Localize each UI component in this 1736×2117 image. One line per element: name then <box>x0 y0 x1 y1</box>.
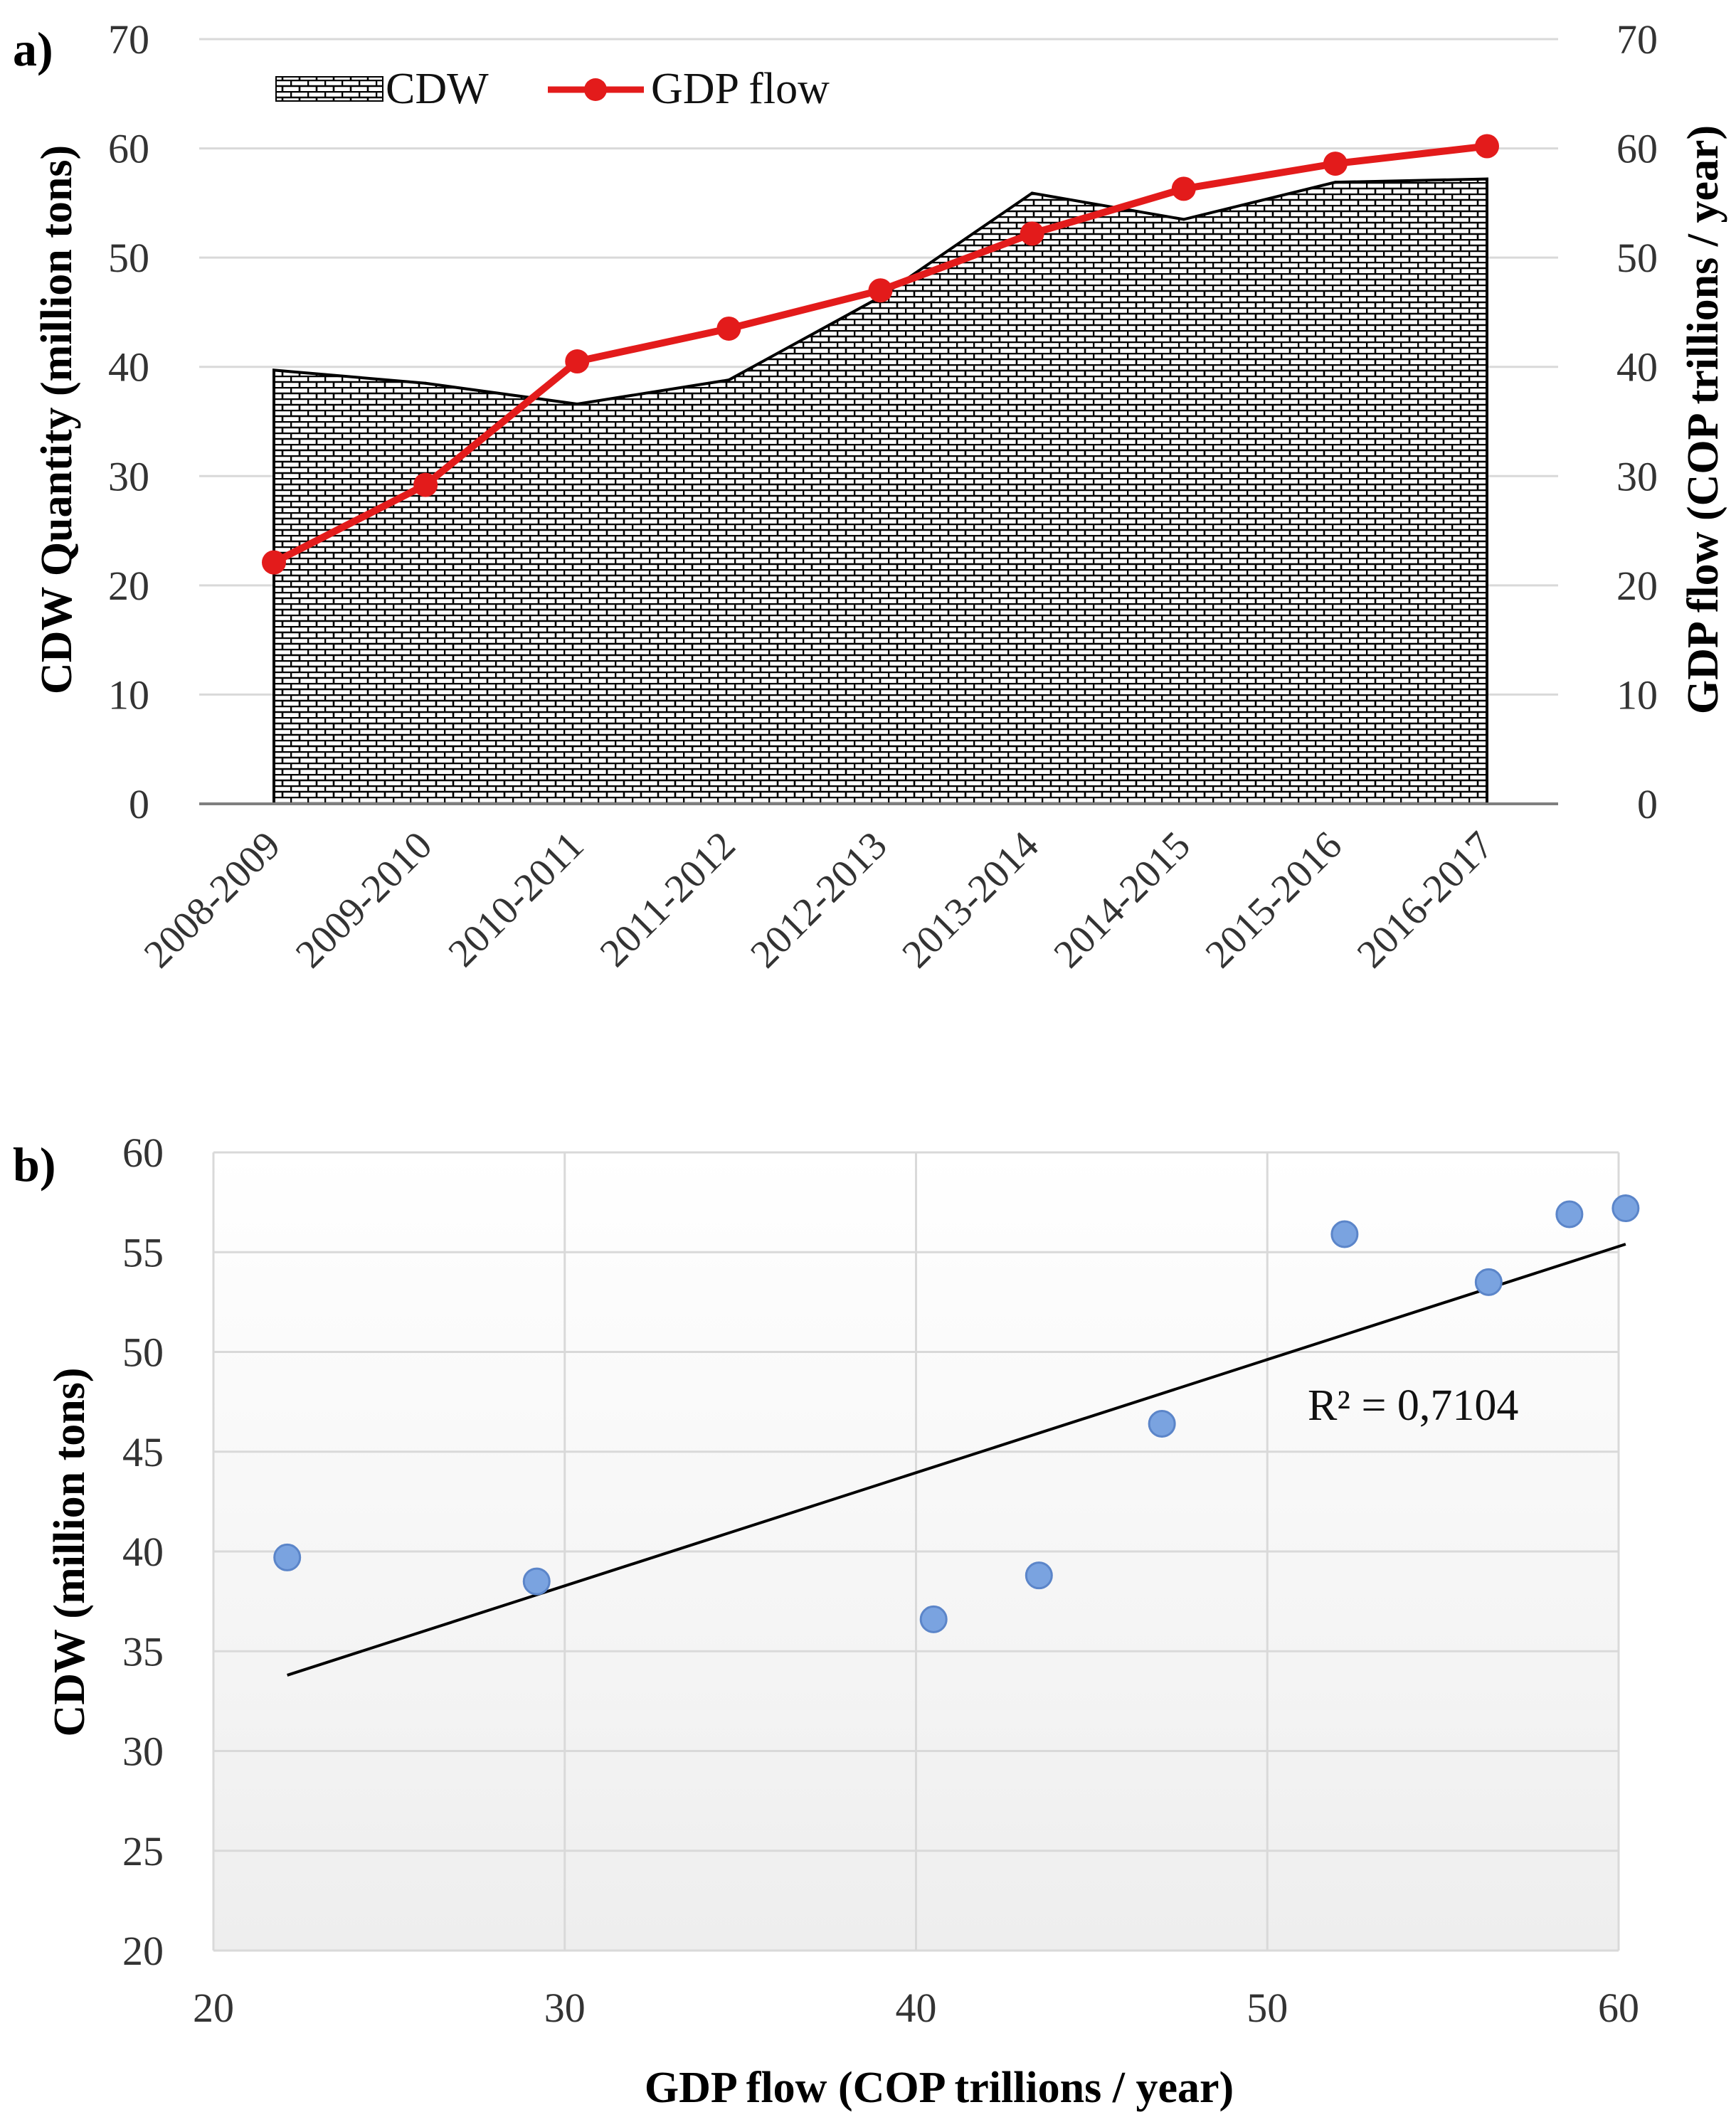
panel-a-right-y-axis-title: GDP flow (COP trillions / year) <box>1679 125 1727 714</box>
cdw-point-2015-2016 <box>1333 181 1337 184</box>
x-tick-2016-2017: 2016-2017 <box>1349 823 1502 976</box>
left-y-tick-60: 60 <box>108 126 149 172</box>
x-tick-2011-2012: 2011-2012 <box>592 823 744 975</box>
left-y-tick-40: 40 <box>108 344 149 391</box>
scatter-point-7 <box>1474 1268 1503 1296</box>
legend-cdw-label: CDW <box>386 65 489 113</box>
scatter-point-3 <box>919 1605 948 1633</box>
gdp-flow-line-series <box>262 134 1499 575</box>
right-y-tick-10: 10 <box>1616 672 1658 718</box>
b-y-tick-30: 30 <box>122 1729 164 1775</box>
panel-b-x-axis-title: GDP flow (COP trillions / year) <box>645 2064 1234 2112</box>
linear-trendline <box>287 1243 1626 1677</box>
cdw-point-2016-2017 <box>1486 177 1488 181</box>
cdw-point-2011-2012 <box>727 378 731 382</box>
b-y-tick-45: 45 <box>122 1429 164 1475</box>
cdw-area-shape <box>272 177 1488 805</box>
right-y-tick-20: 20 <box>1616 563 1658 609</box>
gdp-marker-2013-2014 <box>1020 221 1044 246</box>
r-squared-annotation: R² = 0,7104 <box>1308 1381 1518 1430</box>
panel-a-left-y-axis-title: CDW Quantity (million tons) <box>33 145 81 694</box>
b-x-tick-50: 50 <box>1247 1985 1288 2031</box>
gdp-marker-2011-2012 <box>716 316 741 341</box>
right-y-tick-70: 70 <box>1616 16 1658 63</box>
panel-a-chart: a) 0 10 20 30 40 50 60 70 0 10 20 30 40 50 60 70 2008-… <box>13 16 1727 977</box>
left-y-tick-70: 70 <box>108 16 149 63</box>
gdp-marker-2010-2011 <box>565 349 590 374</box>
x-tick-2014-2015: 2014-2015 <box>1046 823 1199 976</box>
panel-b-chart: b) 20 25 30 35 40 45 50 55 60 20 30 40 50 60 R² = 0,… <box>13 1130 1640 2112</box>
panel-a-left-y-ticks: 0 10 20 30 40 50 60 70 <box>108 16 149 827</box>
cdw-area-series <box>272 177 1488 805</box>
right-y-tick-60: 60 <box>1616 126 1658 172</box>
gdp-marker-2008-2009 <box>262 550 286 575</box>
x-tick-2008-2009: 2008-2009 <box>136 823 289 976</box>
x-tick-2009-2010: 2009-2010 <box>287 823 440 976</box>
legend-cdw-swatch <box>275 76 383 102</box>
legend-gdp-marker <box>584 78 607 101</box>
b-y-tick-25: 25 <box>122 1828 164 1874</box>
panel-b-scatter-points <box>273 1194 1640 1633</box>
x-tick-2015-2016: 2015-2016 <box>1197 823 1350 976</box>
right-y-tick-40: 40 <box>1616 344 1658 391</box>
left-y-tick-30: 30 <box>108 453 149 499</box>
b-y-tick-60: 60 <box>122 1130 164 1176</box>
b-y-tick-40: 40 <box>122 1529 164 1575</box>
scatter-point-2 <box>522 1567 551 1596</box>
b-y-tick-55: 55 <box>122 1229 164 1275</box>
panel-b-y-axis-title: CDW (million tons) <box>46 1367 94 1736</box>
b-y-tick-35: 35 <box>122 1628 164 1675</box>
b-x-tick-60: 60 <box>1598 1985 1639 2031</box>
b-x-tick-20: 20 <box>193 1985 234 2031</box>
cdw-point-2014-2015 <box>1182 218 1185 221</box>
scatter-point-1 <box>273 1543 302 1571</box>
scatter-point-6 <box>1330 1220 1359 1248</box>
right-y-tick-0: 0 <box>1637 781 1658 827</box>
panel-b-y-ticks: 20 25 30 35 40 45 50 55 60 <box>122 1130 164 1974</box>
legend-gdp-flow-label: GDP flow <box>651 65 830 113</box>
b-y-tick-50: 50 <box>122 1330 164 1376</box>
left-y-tick-20: 20 <box>108 563 149 609</box>
right-y-tick-50: 50 <box>1616 235 1658 281</box>
x-tick-2010-2011: 2010-2011 <box>440 823 592 975</box>
left-y-tick-10: 10 <box>108 672 149 718</box>
cdw-point-2010-2011 <box>576 402 579 405</box>
scatter-point-4 <box>1025 1561 1053 1590</box>
gdp-marker-2012-2013 <box>868 278 893 303</box>
panel-b-x-ticks: 20 30 40 50 60 <box>193 1985 1639 2031</box>
x-tick-2012-2013: 2012-2013 <box>742 823 895 976</box>
right-y-tick-30: 30 <box>1616 453 1658 499</box>
cdw-point-2008-2009 <box>272 368 275 372</box>
gdp-marker-2014-2015 <box>1171 176 1196 201</box>
panel-b-trendline <box>287 1243 1626 1677</box>
panel-b-label: b) <box>13 1137 55 1192</box>
gdp-marker-2009-2010 <box>413 472 438 497</box>
b-y-tick-20: 20 <box>122 1928 164 1974</box>
scatter-point-9 <box>1611 1194 1640 1223</box>
scatter-point-5 <box>1148 1409 1176 1438</box>
scatter-point-8 <box>1555 1200 1584 1229</box>
panel-a-right-y-ticks: 0 10 20 30 40 50 60 70 <box>1616 16 1658 827</box>
x-tick-2013-2014: 2013-2014 <box>894 823 1047 976</box>
left-y-tick-0: 0 <box>129 781 149 827</box>
b-x-tick-40: 40 <box>896 1985 937 2031</box>
gdp-marker-2016-2017 <box>1475 134 1499 159</box>
panel-b-gridlines <box>212 1151 1620 1952</box>
gdp-marker-2015-2016 <box>1323 152 1348 176</box>
left-y-tick-50: 50 <box>108 235 149 281</box>
cdw-point-2009-2010 <box>424 381 428 385</box>
cdw-point-2013-2014 <box>1030 191 1034 195</box>
panel-a-legend: CDW GDP flow <box>275 65 830 113</box>
b-x-tick-30: 30 <box>544 1985 586 2031</box>
panel-a-label: a) <box>13 22 53 76</box>
